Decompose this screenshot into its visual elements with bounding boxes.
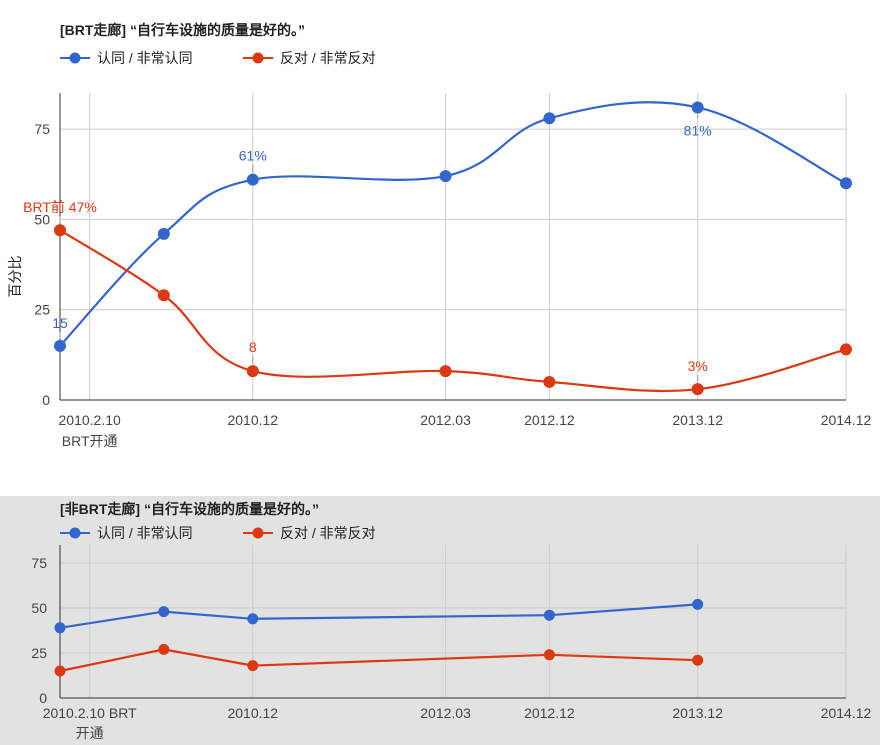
y-tick-label: 0: [39, 690, 47, 706]
x-tick-label: 2010.12: [227, 705, 278, 721]
data-point: [840, 343, 852, 356]
data-point: [439, 365, 452, 378]
data-point: [158, 606, 170, 618]
x-tick-label: 2010.2.10 BRT: [43, 705, 137, 721]
series-agree: [54, 598, 704, 634]
x-tick-label: 2012.12: [524, 412, 575, 428]
legend-marker: [252, 52, 264, 64]
data-point: [543, 112, 556, 125]
y-tick-label: 50: [34, 211, 50, 227]
y-axis-title: 百分比: [7, 256, 23, 298]
y-tick-label: 25: [34, 302, 50, 318]
data-point: [691, 101, 704, 114]
x-tick-label: 开通: [76, 725, 104, 741]
legend-item: 反对 / 非常反对: [243, 50, 376, 66]
lower-chart-background: [0, 496, 880, 745]
legend-item: 认同 / 非常认同: [60, 525, 193, 541]
legend-label: 认同 / 非常认同: [97, 525, 193, 541]
data-label: 3%: [688, 358, 708, 374]
data-point: [692, 598, 704, 610]
legend-item: 反对 / 非常反对: [243, 525, 376, 541]
x-tick-label: 2013.12: [672, 705, 723, 721]
data-point: [840, 177, 852, 190]
data-point: [247, 613, 259, 625]
data-label: 15: [52, 315, 68, 331]
data-point: [543, 375, 556, 388]
data-label: BRT前 47%: [23, 199, 97, 215]
series-disagree: [54, 643, 704, 677]
legend-marker: [252, 527, 264, 539]
legend-label: 反对 / 非常反对: [280, 50, 376, 66]
data-point: [157, 289, 170, 302]
data-label: 8: [249, 339, 257, 355]
chart-lower: [非BRT走廊] “自行车设施的质量是好的。” 认同 / 非常认同 反对 / 非常反…: [31, 501, 871, 741]
series-agree: 15 61% 81%: [52, 101, 852, 352]
data-point: [692, 654, 704, 666]
y-tick-label: 50: [31, 600, 47, 616]
x-tick-label: 2010.2.10: [59, 412, 121, 428]
data-point: [439, 170, 452, 183]
series-line: [59, 229, 847, 393]
data-point: [54, 224, 66, 237]
data-point: [157, 227, 170, 240]
data-point: [691, 383, 704, 396]
y-tick-label: 25: [31, 645, 47, 661]
x-tick-label: 2012.12: [524, 705, 575, 721]
legend-label: 认同 / 非常认同: [97, 50, 193, 66]
data-point: [543, 609, 555, 621]
data-point: [54, 622, 66, 634]
y-tick-label: 75: [31, 555, 47, 571]
chart-title: [非BRT走廊] “自行车设施的质量是好的。”: [60, 501, 319, 517]
x-tick-label: BRT开通: [62, 433, 118, 449]
chart-upper: [BRT走廊] “自行车设施的质量是好的。” 认同 / 非常认同 反对 / 非常反对…: [7, 22, 872, 449]
x-tick-label: 2012.03: [420, 705, 471, 721]
data-point: [54, 339, 66, 352]
legend-label: 反对 / 非常反对: [280, 525, 376, 541]
chart-title: [BRT走廊] “自行车设施的质量是好的。”: [60, 22, 305, 38]
data-point: [54, 665, 66, 677]
series-disagree: BRT前 47% 8 3%: [23, 199, 852, 396]
data-point: [246, 365, 259, 378]
legend-marker: [69, 527, 81, 539]
y-tick-label: 0: [42, 392, 50, 408]
data-point: [158, 643, 170, 655]
legend-item: 认同 / 非常认同: [60, 50, 193, 66]
data-point: [246, 173, 259, 186]
x-tick-label: 2012.03: [420, 412, 471, 428]
y-tick-label: 75: [34, 121, 50, 137]
data-label: 81%: [684, 122, 712, 138]
x-tick-label: 2013.12: [672, 412, 723, 428]
data-label: 61%: [239, 148, 267, 164]
x-tick-label: 2010.12: [227, 412, 278, 428]
x-tick-label: 2014.12: [821, 412, 872, 428]
x-tick-label: 2014.12: [821, 705, 872, 721]
legend-marker: [69, 52, 81, 64]
data-point: [543, 649, 555, 661]
data-point: [247, 660, 259, 672]
